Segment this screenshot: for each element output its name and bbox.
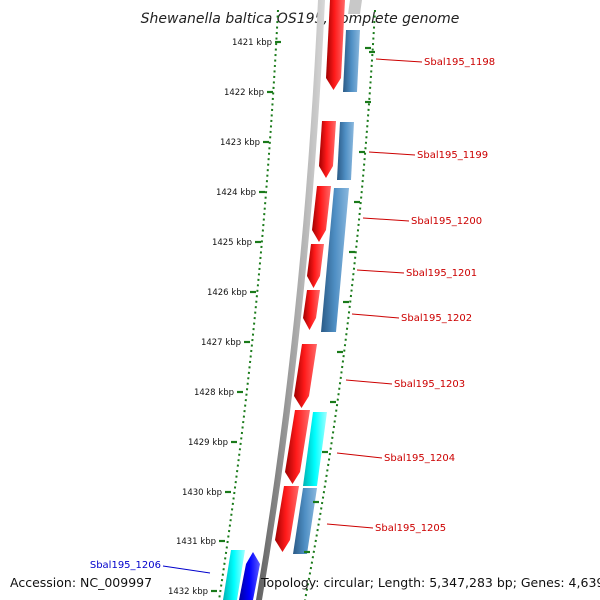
gene-label-sbal195-1202[interactable]: Sbal195_1202 <box>401 313 472 324</box>
gene-feature-reverse <box>321 188 349 332</box>
gene-leader-line <box>375 58 423 63</box>
kbp-tick-label: 1425 kbp <box>212 238 252 248</box>
gene-feature-forward <box>326 0 345 90</box>
scale-line-right <box>304 9 376 600</box>
gene-labels: Sbal195_1198 Sbal195_1199 Sbal195_1200 Sbal… <box>90 57 495 574</box>
gene-feature-highlight <box>303 412 327 486</box>
topology-text: Topology: circular; Length: 5,347,283 bp… <box>260 575 600 590</box>
kbp-tick-label: 1428 kbp <box>194 388 234 398</box>
kbp-ticks: 1421 kbp 1422 kbp 1423 kbp 1424 kbp 1425 kbp… <box>168 38 375 597</box>
kbp-tick-label: 1424 kbp <box>216 188 256 198</box>
accession-text: Accession: NC_009997 <box>10 575 152 590</box>
gene-feature-partial <box>348 0 362 14</box>
kbp-tick-label: 1432 kbp <box>168 587 208 597</box>
gene-leader-line <box>351 313 400 319</box>
scale-line-left <box>218 9 279 600</box>
gene-leader-line <box>162 565 211 574</box>
gene-features <box>223 0 362 600</box>
gene-feature-forward <box>285 410 310 484</box>
gene-feature-reverse <box>343 30 360 92</box>
gene-feature-forward <box>307 244 324 288</box>
kbp-tick-label: 1426 kbp <box>207 288 247 298</box>
kbp-tick-label: 1421 kbp <box>232 38 272 48</box>
gene-label-sbal195-1201[interactable]: Sbal195_1201 <box>406 268 477 279</box>
map-title: Shewanella baltica OS195, complete genom… <box>141 11 460 27</box>
gene-feature-highlight-dark <box>239 552 260 600</box>
gene-label-sbal195-1204[interactable]: Sbal195_1204 <box>384 453 455 464</box>
gene-leader-line <box>326 523 374 529</box>
kbp-tick-label: 1427 kbp <box>201 338 241 348</box>
kbp-tick-label: 1431 kbp <box>176 537 216 547</box>
gene-feature-forward <box>275 486 299 552</box>
gene-feature-forward <box>312 186 331 242</box>
kbp-tick-label: 1422 kbp <box>224 88 264 98</box>
gene-leader-line <box>345 379 393 385</box>
gene-feature-forward <box>294 344 317 408</box>
kbp-tick-label: 1430 kbp <box>182 488 222 498</box>
gene-feature-highlight <box>223 550 245 600</box>
gene-leader-line <box>336 452 383 459</box>
gene-feature-reverse <box>293 488 317 554</box>
gene-label-sbal195-1203[interactable]: Sbal195_1203 <box>394 379 465 390</box>
gene-feature-forward <box>303 290 320 330</box>
genome-backbone <box>256 0 325 600</box>
gene-leader-line <box>356 269 405 274</box>
gene-leader-line <box>368 151 416 156</box>
gene-leader-line <box>362 217 410 222</box>
gene-label-sbal195-1200[interactable]: Sbal195_1200 <box>411 216 482 227</box>
gene-label-sbal195-1198[interactable]: Sbal195_1198 <box>424 57 495 68</box>
kbp-tick-label: 1423 kbp <box>220 138 260 148</box>
gene-feature-forward <box>319 121 336 178</box>
gene-label-sbal195-1206[interactable]: Sbal195_1206 <box>90 560 161 571</box>
gene-feature-reverse <box>337 122 354 180</box>
gene-label-sbal195-1199[interactable]: Sbal195_1199 <box>417 150 488 161</box>
gene-label-sbal195-1205[interactable]: Sbal195_1205 <box>375 523 446 534</box>
kbp-tick-label: 1429 kbp <box>188 438 228 448</box>
